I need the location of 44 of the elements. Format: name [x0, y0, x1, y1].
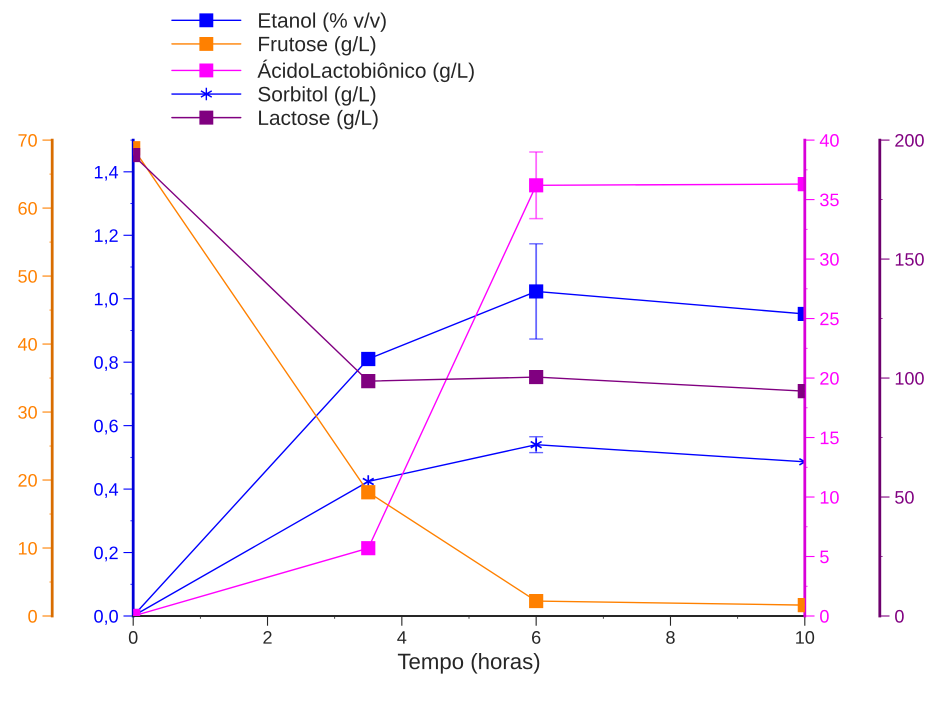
- y3-tick-label: 0: [28, 610, 37, 623]
- y-tick-label: 1,2: [94, 229, 118, 244]
- y2-tick-label: 0: [820, 610, 829, 623]
- point: [529, 284, 544, 299]
- y2-tick-label: 5: [820, 550, 829, 564]
- y-tick-label: 100: [896, 372, 924, 385]
- legend-label: Lactose (g/L): [259, 110, 378, 130]
- y-tick-label: 0,4: [94, 483, 118, 498]
- y3-tick-label: 60: [18, 202, 37, 215]
- y2-tick-label: 35: [820, 194, 839, 206]
- y2-tick-label: 25: [820, 312, 839, 326]
- legend-label: Frutose (g/L): [259, 36, 376, 56]
- y3-tick-label: 50: [18, 270, 37, 283]
- x-axis-title: Tempo (horas): [398, 652, 540, 674]
- x-tick-label: 8: [666, 631, 675, 644]
- legend-label: ÁcidoLactobiônico (g/L): [257, 60, 474, 82]
- y3-tick-label: 30: [18, 406, 37, 419]
- legend-label: Sorbitol (g/L): [258, 86, 376, 106]
- y-tick-label: 150: [896, 253, 924, 266]
- x-tick-label: 10: [796, 631, 814, 644]
- y-tick-label: 1,0: [94, 292, 118, 308]
- y-tick-label: 200: [895, 134, 924, 147]
- y-tick-label: 0,8: [94, 356, 118, 372]
- y3-tick-label: 40: [18, 338, 37, 351]
- point: [361, 352, 376, 366]
- y-tick-label: 0,2: [94, 546, 118, 562]
- x-tick-label: 6: [532, 631, 540, 644]
- y2-tick-label: 30: [820, 253, 839, 266]
- y-tick-label: 0,0: [94, 610, 118, 625]
- y-tick-label: 0,6: [94, 420, 118, 434]
- y2-tick-label: 10: [820, 490, 839, 504]
- y-tick-label: 50: [895, 490, 914, 504]
- legend-label: Etanol (% v/v): [259, 12, 386, 32]
- y2-tick-label: 20: [820, 372, 839, 385]
- y2-tick-label: 15: [820, 432, 839, 444]
- y3-tick-label: 10: [18, 542, 37, 555]
- y3-tick-label: 20: [18, 474, 37, 487]
- y3-tick-label: 70: [18, 134, 37, 147]
- x-tick-label: 2: [263, 631, 272, 644]
- y-tick-label: 0: [895, 610, 904, 623]
- y-tick-label: 1,4: [94, 166, 118, 181]
- x-tick-label: 4: [397, 631, 406, 644]
- y2-tick-label: 40: [820, 134, 839, 147]
- x-tick-label: 0: [128, 631, 138, 644]
